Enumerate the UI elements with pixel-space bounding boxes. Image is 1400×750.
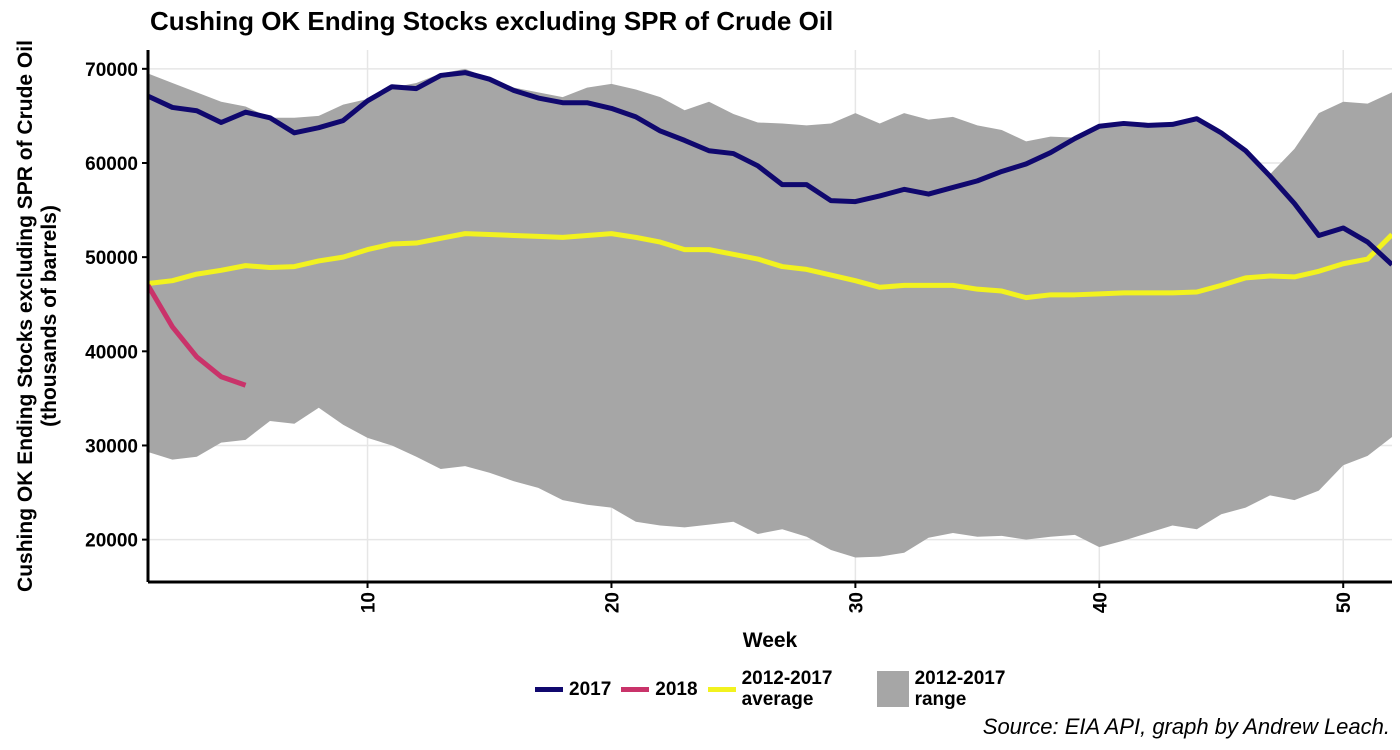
legend-label: 2017 — [569, 678, 612, 700]
y-tick-label: 50000 — [85, 248, 138, 269]
x-tick-label: 50 — [1334, 592, 1355, 613]
y-tick-label: 30000 — [85, 436, 138, 457]
source-note: Source: EIA API, graph by Andrew Leach. — [982, 714, 1390, 739]
y-tick-label: 70000 — [85, 60, 138, 81]
y-tick-label: 60000 — [85, 154, 138, 175]
legend-key — [707, 686, 736, 692]
legend-item: 2012-2017 range — [857, 668, 1020, 710]
legend-key — [876, 671, 909, 707]
legend-item: 2018 — [621, 678, 698, 700]
x-tick-label: 20 — [602, 592, 623, 613]
series-line — [148, 284, 247, 388]
x-tick-label: 40 — [1090, 592, 1111, 613]
y-axis-label: Cushing OK Ending Stocks excluding SPR o… — [14, 40, 37, 592]
chart-title: Cushing OK Ending Stocks excluding SPR o… — [150, 6, 833, 36]
legend: 2017 2018 2012-2017 average 2012-2017 range — [535, 668, 1030, 710]
x-tick-label: 10 — [359, 592, 380, 613]
series-line — [148, 70, 1392, 267]
y-tick-label: 40000 — [85, 342, 138, 363]
legend-label: 2012-2017 average — [741, 668, 833, 710]
x-axis-label: Week — [743, 629, 798, 652]
y-axis-label: (thousands of barrels) — [38, 205, 61, 427]
chart: Cushing OK Ending Stocks excluding SPR o… — [14, 6, 1392, 652]
x-tick-label: 30 — [846, 592, 867, 613]
range-area — [148, 68, 1392, 558]
legend-key — [621, 686, 650, 692]
legend-label: 2012-2017 range — [914, 668, 1006, 710]
legend-label: 2018 — [655, 678, 698, 700]
legend-item: 2012-2017 average — [707, 668, 847, 710]
legend-item: 2017 — [535, 679, 611, 700]
legend-key — [535, 686, 563, 692]
series-line — [148, 231, 1392, 301]
y-tick-label: 20000 — [85, 531, 138, 552]
